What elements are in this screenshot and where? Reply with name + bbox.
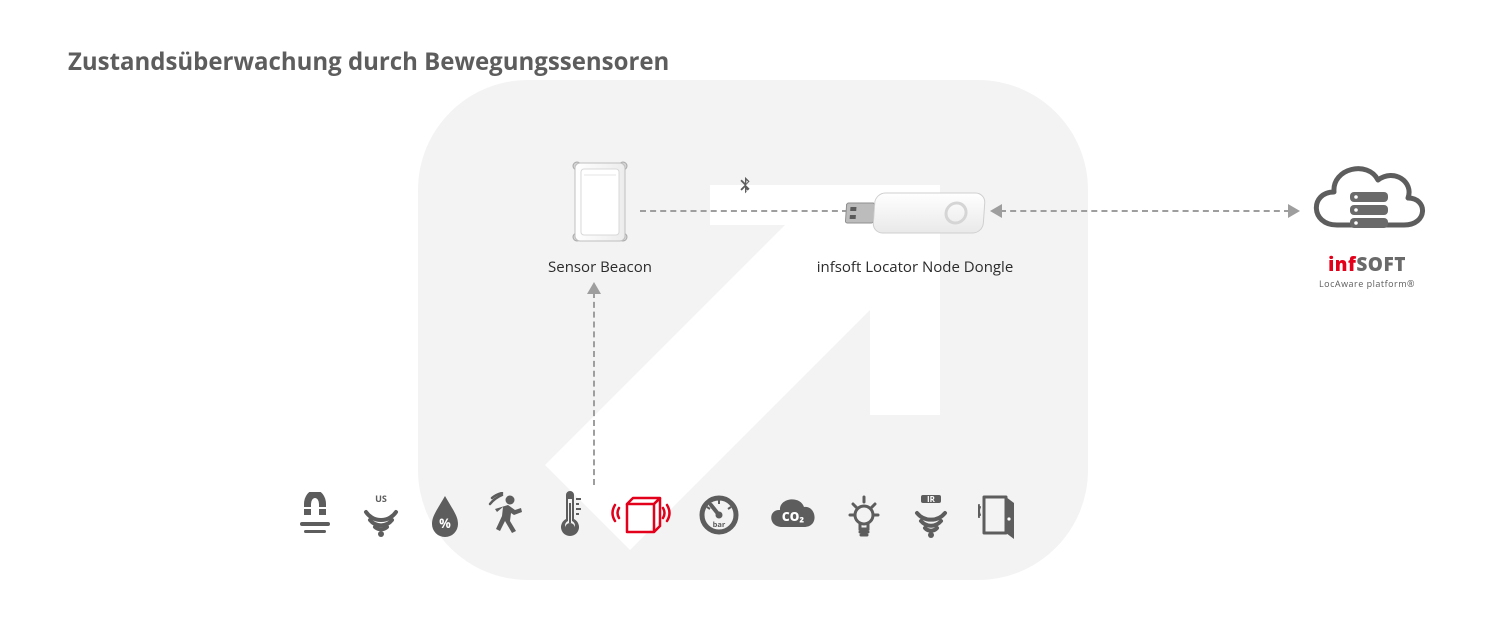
- vibration-icon: [610, 490, 672, 540]
- co2-icon: CO₂: [766, 495, 818, 535]
- humidity-icon: %: [428, 492, 462, 538]
- line-beacon-to-dongle: [640, 210, 848, 212]
- arrow-right-to-cloud-icon: [1288, 204, 1302, 218]
- sensor-icon-row: US % bar CO₂ IR: [296, 490, 1016, 540]
- svg-text:CO₂: CO₂: [782, 508, 804, 525]
- cloud-platform: infSOFT LocAware platform®: [1302, 150, 1432, 290]
- magnet-icon: [296, 492, 334, 538]
- dongle-label: infsoft Locator Node Dongle: [805, 257, 1025, 277]
- motion-pir-icon: [488, 492, 528, 538]
- arrow-up-to-beacon-icon: [587, 282, 601, 296]
- light-icon: [844, 491, 884, 539]
- infsoft-logo: infSOFT LocAware platform®: [1302, 251, 1432, 290]
- svg-text:bar: bar: [713, 520, 726, 530]
- pressure-icon: bar: [698, 492, 740, 538]
- line-sensors-to-beacon: [593, 292, 595, 485]
- logo-text-soft: SOFT: [1356, 251, 1406, 277]
- dongle-device: [840, 185, 1000, 246]
- svg-text:US: US: [375, 492, 387, 505]
- sensor-beacon-device: [565, 157, 635, 254]
- svg-text:IR: IR: [927, 494, 936, 505]
- door-icon: [978, 491, 1016, 539]
- bluetooth-icon: [734, 175, 756, 202]
- svg-text:%: %: [439, 514, 451, 532]
- temperature-icon: [554, 491, 584, 539]
- sensor-beacon-label: Sensor Beacon: [540, 257, 660, 277]
- line-dongle-to-cloud: [1000, 210, 1290, 212]
- infrared-icon: IR: [910, 491, 952, 539]
- ultrasonic-icon: US: [360, 492, 402, 538]
- logo-text-inf: inf: [1328, 251, 1356, 277]
- infsoft-subtitle: LocAware platform®: [1302, 277, 1432, 290]
- page-title: Zustandsüberwachung durch Bewegungssenso…: [68, 45, 669, 78]
